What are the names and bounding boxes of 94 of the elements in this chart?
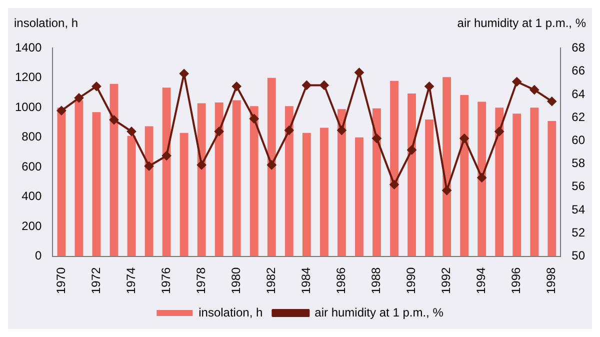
bar [495, 108, 504, 256]
bar [355, 137, 364, 256]
point [512, 77, 522, 86]
y2-tick-label: 52 [572, 225, 586, 240]
point [424, 82, 434, 91]
point [250, 114, 259, 124]
point [267, 160, 276, 170]
bar [460, 95, 469, 256]
bar [162, 88, 171, 256]
bar [57, 108, 66, 256]
x-tick-label: 1982 [264, 266, 278, 294]
bar [372, 108, 381, 256]
point [407, 145, 416, 154]
x-tick-label: 1976 [158, 266, 173, 294]
legend-label: insolation, h [198, 305, 263, 320]
bar [408, 94, 416, 256]
y-tick-label: 400 [22, 189, 42, 204]
x-tick-label: 1978 [194, 266, 208, 294]
point [162, 151, 172, 160]
bar [425, 120, 434, 256]
y2-tick-label: 68 [572, 40, 586, 55]
y-tick-label: 600 [22, 159, 42, 174]
x-tick-label: 1988 [369, 266, 384, 294]
x-tick-label: 1986 [334, 266, 348, 294]
x-tick-label: 1980 [228, 266, 243, 294]
point [442, 186, 452, 195]
bar [512, 114, 522, 256]
y2-tick-label: 66 [572, 64, 586, 78]
bar [144, 126, 154, 256]
x-tick-label: 1970 [54, 266, 68, 294]
y2-tick-label: 64 [572, 86, 586, 101]
point [337, 126, 346, 135]
x-tick-label: 1998 [544, 266, 558, 294]
x-tick-label: 1984 [298, 266, 313, 294]
point [144, 162, 154, 171]
x-tick-label: 1992 [439, 266, 454, 294]
bar [390, 80, 398, 256]
bar [74, 100, 84, 256]
point [460, 134, 469, 143]
bar [338, 109, 346, 256]
legend-label: air humidity at 1 p.m., % [314, 305, 444, 320]
bar [92, 112, 101, 256]
bar [442, 77, 452, 256]
y-axis-title: insolation, h [14, 16, 78, 32]
point [302, 80, 312, 90]
point [530, 85, 539, 94]
y2-tick-label: 56 [572, 179, 586, 194]
point [547, 96, 556, 106]
y-tick-label: 0 [35, 248, 42, 263]
point [92, 82, 101, 91]
bar [302, 132, 311, 256]
x-tick-label: 1974 [124, 266, 138, 294]
y2-tick-label: 62 [572, 110, 586, 124]
point [494, 126, 504, 136]
bar [284, 106, 294, 256]
point [477, 173, 486, 182]
bar [530, 108, 539, 256]
y2-tick-label: 58 [572, 156, 586, 170]
bar [127, 136, 136, 256]
point [372, 134, 382, 143]
x-tick-label: 1990 [404, 266, 418, 294]
bar [478, 102, 486, 256]
y2-tick-label: 54 [572, 202, 586, 216]
bar [180, 132, 188, 256]
point [110, 115, 118, 124]
bar [320, 128, 328, 256]
point [214, 126, 224, 136]
y-tick-label: 1400 [14, 40, 42, 55]
point [127, 126, 136, 136]
x-tick-label: 1996 [509, 266, 524, 294]
y-tick-label: 1000 [14, 100, 42, 114]
bar [214, 102, 224, 256]
point [390, 180, 399, 190]
point [354, 68, 364, 77]
bar [232, 100, 241, 256]
y-tick-label: 800 [22, 130, 42, 144]
y-tick-label: 200 [22, 218, 42, 233]
point [232, 82, 242, 91]
point [74, 93, 84, 102]
point [197, 160, 206, 170]
bar [267, 78, 276, 256]
x-tick-label: 1994 [474, 266, 488, 294]
point [320, 80, 329, 90]
x-tick-label: 1972 [88, 266, 103, 294]
y2-tick-label: 60 [572, 133, 586, 148]
bar [110, 84, 118, 256]
point [56, 106, 66, 116]
y-tick-label: 1200 [14, 70, 42, 84]
bar [197, 103, 206, 256]
y2-axis-title: air humidity at 1 p.m., % [457, 16, 586, 32]
point [284, 126, 294, 135]
y2-tick-label: 50 [572, 248, 586, 263]
bar [548, 121, 556, 256]
bar [250, 106, 258, 256]
